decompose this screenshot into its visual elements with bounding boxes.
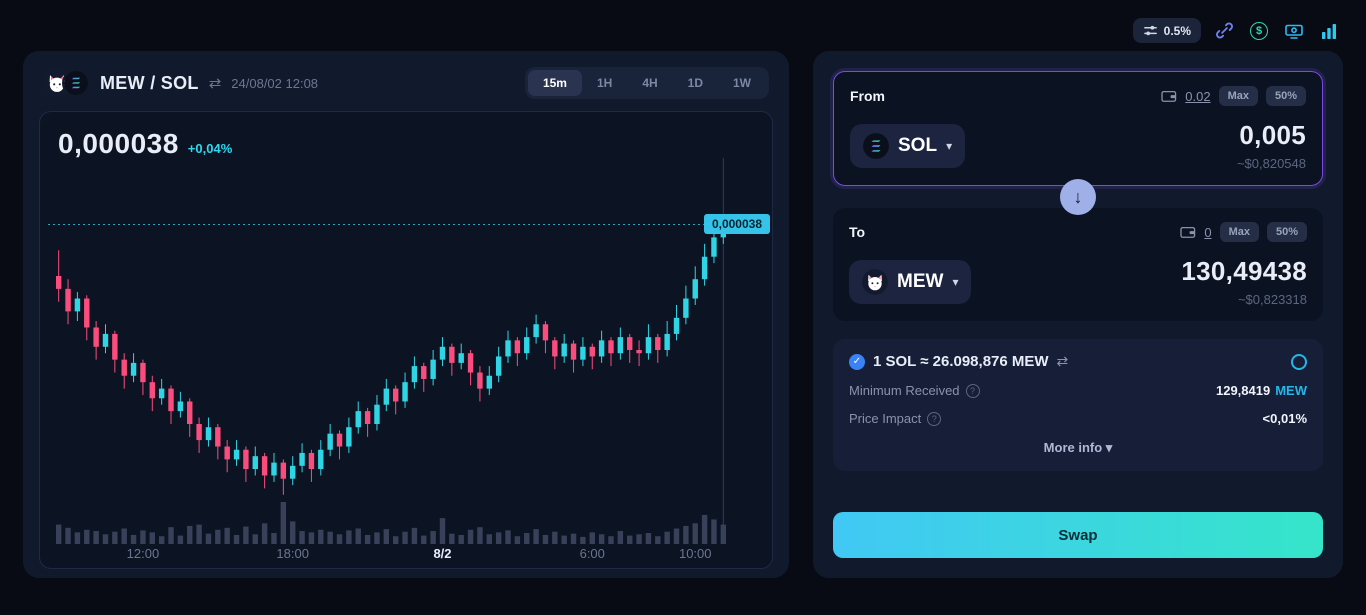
sliders-icon xyxy=(1143,23,1158,38)
from-box: From 0.02 Max 50% xyxy=(833,71,1323,186)
to-token-symbol: MEW xyxy=(897,270,944,292)
wallet-icon xyxy=(1180,225,1196,239)
min-received-value: 129,8419 xyxy=(1215,383,1271,398)
timeframe-selector: 15m 1H 4H 1D 1W xyxy=(524,67,769,99)
pair-title: MEW / SOL xyxy=(100,72,199,93)
check-icon: ✓ xyxy=(849,353,865,370)
x-axis-label: 12:00 xyxy=(126,546,160,561)
to-box: To 0 Max 50% xyxy=(833,208,1323,321)
dollar-icon[interactable]: $ xyxy=(1248,20,1270,42)
pair-swap-icon[interactable]: ⇄ xyxy=(208,75,222,92)
sol-token-icon xyxy=(62,69,90,97)
price-impact-value: <0,01% xyxy=(1262,411,1307,426)
chart-header: MEW / SOL ⇄ 24/08/02 12:08 15m 1H 4H 1D 1W xyxy=(39,63,773,111)
chart-timestamp: 24/08/02 12:08 xyxy=(231,75,319,91)
question-icon[interactable]: ? xyxy=(927,411,942,426)
to-amount-output: 130,49438 xyxy=(1181,256,1307,286)
from-label: From xyxy=(850,88,885,104)
candlestick-chart[interactable]: 0,000038 +0,04% 0,000038 12:00 18:00 8/2 6:… xyxy=(39,111,773,569)
cash-icon[interactable] xyxy=(1282,20,1306,42)
to-balance[interactable]: 0 xyxy=(1204,224,1212,240)
timeframe-1h[interactable]: 1H xyxy=(582,70,627,96)
topbar: 0.5% $ xyxy=(0,0,1366,51)
from-amount-input[interactable]: 0,005 xyxy=(1239,120,1306,150)
bar-chart-icon[interactable] xyxy=(1318,20,1340,42)
swap-card: From 0.02 Max 50% xyxy=(813,51,1343,578)
swap-direction-button[interactable]: ↓ xyxy=(1060,179,1096,215)
direction-row: ↓ xyxy=(833,179,1323,215)
timeframe-15m[interactable]: 15m xyxy=(527,70,582,96)
to-usd-value: ~$0,823318 xyxy=(1237,292,1307,307)
mew-chip-icon xyxy=(862,268,888,295)
dollar-glyph: $ xyxy=(1250,21,1268,40)
to-max-button[interactable]: Max xyxy=(1219,222,1259,242)
exchange-rate: 1 SOL ≈ 26.098,876 MEW xyxy=(873,353,1049,370)
swap-button[interactable]: Swap xyxy=(833,512,1323,558)
x-axis-label: 6:00 xyxy=(579,546,605,561)
current-price: 0,000038 xyxy=(58,128,179,159)
rate-swap-icon[interactable]: ⇄ xyxy=(1056,353,1069,369)
from-half-button[interactable]: 50% xyxy=(1265,86,1306,106)
to-token-selector[interactable]: MEW ▾ xyxy=(849,259,972,304)
price-impact-label: Price Impact xyxy=(849,411,922,426)
timeframe-1d[interactable]: 1D xyxy=(673,70,718,96)
from-balance[interactable]: 0.02 xyxy=(1185,88,1211,104)
pair-icons xyxy=(43,69,90,97)
quote-info-box: ✓ 1 SOL ≈ 26.098,876 MEW ⇄ Minimum Recei… xyxy=(833,339,1323,471)
question-icon[interactable]: ? xyxy=(965,383,980,398)
slippage-value: 0.5% xyxy=(1163,23,1191,38)
refresh-timer-icon[interactable] xyxy=(1291,353,1307,370)
slippage-button[interactable]: 0.5% xyxy=(1132,18,1201,43)
last-price-badge: 0,000038 xyxy=(703,214,770,234)
x-axis-labels: 12:00 18:00 8/2 6:00 10:00 xyxy=(40,546,772,564)
chevron-down-icon: ▾ xyxy=(952,274,959,289)
chevron-down-icon: ▾ xyxy=(1105,440,1113,455)
x-axis-label: 18:00 xyxy=(276,546,309,561)
price-overlay: 0,000038 +0,04% xyxy=(58,128,232,160)
from-token-selector[interactable]: SOL ▾ xyxy=(850,123,966,168)
x-axis-label: 8/2 xyxy=(433,546,452,561)
wallet-icon xyxy=(1161,89,1177,103)
x-axis-label: 10:00 xyxy=(678,546,712,561)
from-usd-value: ~$0,820548 xyxy=(1236,156,1306,171)
to-half-button[interactable]: 50% xyxy=(1266,222,1307,242)
min-received-token: MEW xyxy=(1275,383,1307,398)
from-max-button[interactable]: Max xyxy=(1218,86,1258,106)
min-received-label: Minimum Received xyxy=(849,383,960,398)
chart-card: MEW / SOL ⇄ 24/08/02 12:08 15m 1H 4H 1D 1W 0… xyxy=(23,51,789,578)
more-info-button[interactable]: More info ▾ xyxy=(849,440,1307,456)
link-icon[interactable] xyxy=(1213,19,1236,42)
sol-chip-icon xyxy=(863,132,889,159)
chevron-down-icon: ▾ xyxy=(946,138,953,153)
price-change: +0,04% xyxy=(187,141,233,156)
chart-svg xyxy=(48,158,770,544)
timeframe-4h[interactable]: 4H xyxy=(627,70,672,96)
to-label: To xyxy=(849,224,866,240)
from-token-symbol: SOL xyxy=(898,134,938,156)
timeframe-1w[interactable]: 1W xyxy=(718,70,766,96)
